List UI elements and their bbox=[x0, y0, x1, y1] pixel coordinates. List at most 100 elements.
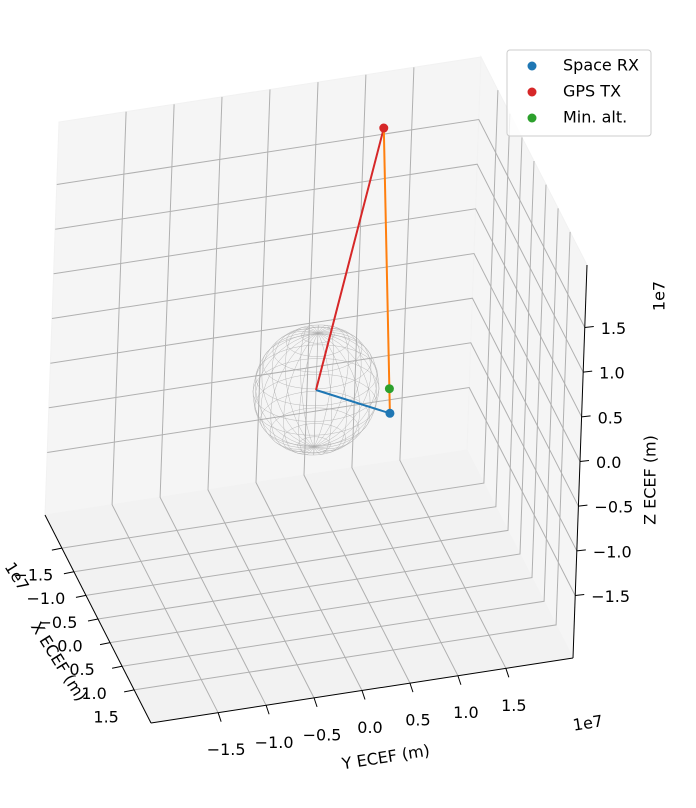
grid-line bbox=[56, 118, 586, 328]
sphere-wire bbox=[300, 325, 319, 447]
tick-mark bbox=[111, 665, 123, 669]
tick-mark bbox=[124, 689, 135, 693]
legend-box bbox=[506, 49, 652, 137]
grid-line bbox=[207, 96, 315, 699]
x-tick-label: 1.5 bbox=[93, 707, 118, 726]
sphere-wire bbox=[313, 332, 378, 448]
sphere-wire bbox=[313, 328, 362, 448]
sphere-wire bbox=[313, 332, 377, 448]
tick-mark bbox=[409, 682, 414, 693]
sphere-wire bbox=[313, 332, 347, 454]
sphere-wire bbox=[283, 332, 319, 454]
grid-line bbox=[48, 342, 578, 552]
point bbox=[384, 384, 394, 394]
sphere-wire bbox=[270, 332, 319, 452]
legend-marker bbox=[527, 113, 537, 123]
sphere-wire bbox=[254, 332, 319, 448]
sphere-wire bbox=[261, 330, 319, 448]
z-axis-label: Z ECEF (m) bbox=[641, 435, 660, 525]
sphere-wire bbox=[313, 326, 349, 448]
grid-line bbox=[73, 113, 511, 573]
sphere-wire bbox=[285, 326, 319, 448]
y-tick-label: 1.0 bbox=[453, 703, 478, 722]
y-axis-label: Y ECEF (m) bbox=[340, 741, 431, 774]
grid-line bbox=[47, 386, 576, 596]
grid-line bbox=[50, 297, 579, 507]
x-tick-label: −1.5 bbox=[14, 566, 53, 585]
y-tick-label: 1.5 bbox=[501, 696, 526, 715]
tick-mark bbox=[63, 571, 75, 575]
tick-mark bbox=[75, 594, 87, 598]
tick-mark bbox=[265, 705, 270, 715]
sphere-wire bbox=[313, 332, 380, 448]
grid-line bbox=[109, 184, 547, 644]
grid-line bbox=[122, 208, 559, 667]
line bbox=[315, 127, 385, 391]
sphere-wire bbox=[252, 332, 319, 448]
y-tick-label: −1.5 bbox=[207, 740, 246, 759]
tick-mark bbox=[457, 675, 462, 685]
y-tick-label: −0.5 bbox=[303, 725, 342, 744]
legend-label: Space RX bbox=[563, 56, 639, 75]
grid-line bbox=[85, 137, 523, 596]
marks bbox=[252, 123, 395, 456]
sphere-wire bbox=[298, 333, 319, 455]
sphere-wire bbox=[313, 330, 372, 448]
x-tick-label: −0.5 bbox=[39, 613, 78, 632]
tick-mark bbox=[87, 618, 99, 622]
tick-mark bbox=[584, 326, 594, 329]
z-tick-label: −1.0 bbox=[593, 542, 632, 561]
z-tick-label: 1.0 bbox=[599, 364, 624, 383]
grid-line bbox=[351, 74, 459, 676]
tick-mark bbox=[217, 712, 222, 722]
grid-line bbox=[255, 89, 363, 691]
tick-mark bbox=[579, 460, 590, 462]
z-tick-label: −0.5 bbox=[594, 498, 633, 517]
sphere-wire bbox=[313, 333, 319, 456]
tick-mark bbox=[51, 547, 62, 551]
tick-mark bbox=[583, 370, 593, 373]
line bbox=[315, 389, 391, 415]
sphere-wire bbox=[260, 332, 319, 450]
sphere-wire bbox=[271, 328, 319, 448]
grid-line bbox=[53, 208, 583, 418]
axis-line bbox=[572, 264, 588, 659]
sphere-wire bbox=[313, 332, 371, 450]
legend-marker bbox=[527, 87, 537, 97]
sphere-wire bbox=[313, 325, 334, 447]
grid: −1.5 −1.0 −0.5 0.0 0.5 1.0 1.5 −1.5 −1.0 −0.5 0.0 0… bbox=[14, 67, 633, 759]
tick-mark bbox=[505, 668, 510, 678]
grid-line bbox=[159, 104, 267, 706]
sphere-wire bbox=[255, 332, 319, 448]
y-offset: 1e7 bbox=[571, 711, 604, 734]
grid-line bbox=[97, 160, 535, 620]
legend: Space RX GPS TX Min. alt. bbox=[506, 49, 652, 137]
axis-line bbox=[44, 514, 152, 724]
sphere-wire bbox=[313, 332, 361, 452]
tick-mark bbox=[578, 504, 588, 507]
y-tick-label: 0.0 bbox=[357, 718, 382, 737]
legend-label: GPS TX bbox=[563, 82, 621, 101]
grid-line bbox=[51, 252, 581, 462]
z-offset: 1e7 bbox=[650, 281, 669, 311]
point bbox=[379, 123, 389, 133]
tick-mark bbox=[581, 415, 591, 418]
point bbox=[385, 408, 395, 418]
tick-mark bbox=[99, 642, 111, 646]
tick-mark bbox=[575, 593, 585, 596]
z-tick-label: 1.5 bbox=[601, 319, 626, 338]
z-tick-label: 0.0 bbox=[596, 453, 621, 472]
legend-label: Min. alt. bbox=[563, 108, 627, 127]
grid-line bbox=[399, 67, 507, 669]
grid-line bbox=[111, 111, 219, 713]
z-tick-label: 0.5 bbox=[598, 408, 623, 427]
axis-line bbox=[150, 657, 574, 724]
grid-line bbox=[61, 90, 499, 549]
x-tick-label: 0.5 bbox=[69, 660, 94, 679]
sphere-wire bbox=[313, 324, 319, 447]
y-tick-label: 0.5 bbox=[405, 711, 430, 730]
grid-line bbox=[134, 231, 571, 691]
z-tick-label: −1.5 bbox=[591, 587, 630, 606]
tick-mark bbox=[361, 690, 366, 700]
